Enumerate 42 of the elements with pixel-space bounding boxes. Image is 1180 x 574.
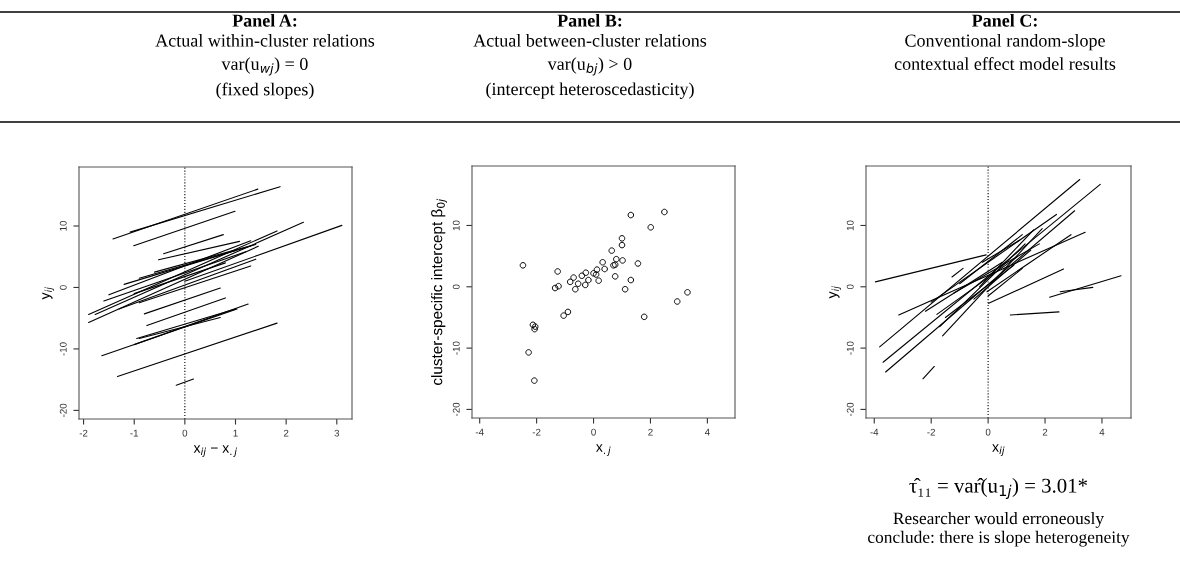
x-tick-label: -2: [927, 428, 936, 436]
x-tick-label: 2: [1042, 428, 1048, 436]
text: Researcher would erroneously conclude: there is slope heterogeneity: [868, 512, 1130, 547]
x-tick-label: -1: [130, 429, 139, 437]
x-tick-label: -4: [870, 428, 879, 436]
x-tick-label: -2: [532, 428, 541, 436]
chart-title: Panel C:: [971, 14, 1037, 27]
y-axis-title: y$_{ij}$: [42, 286, 54, 300]
y-tick-label: 0: [452, 284, 460, 290]
x-axis-title: x$_{ij}$ − x$_{.j}$: [193, 445, 237, 457]
chart-title: Panel A:: [232, 14, 297, 27]
y-tick-label: -20: [59, 403, 67, 417]
chart-subtitle: Conventional random-slope contextual effect model results: [894, 34, 1116, 70]
chart-title: Panel B:: [557, 14, 622, 27]
chart-subtitle: Actual within-cluster relations var(u$_{wj}$) = 0 (fixed slopes): [155, 34, 375, 100]
y-tick-label: 10: [846, 220, 854, 231]
x-tick-label: 1: [233, 429, 238, 437]
x-axis-title: x$_{ij}$: [992, 444, 1005, 456]
x-tick-label: -4: [475, 428, 484, 436]
y-tick-label: 0: [59, 285, 67, 290]
x-tick-label: 4: [1099, 428, 1105, 436]
x-tick-label: 0: [182, 429, 188, 437]
x-axis-title: x$_{.j}$: [596, 444, 611, 456]
y-axis-title: cluster-specific intercept β$_{0j}$: [431, 198, 447, 385]
y-tick-label: 10: [452, 220, 460, 231]
x-tick-label: 4: [704, 428, 710, 436]
x-tick-label: 2: [648, 428, 653, 436]
x-tick-label: 3: [334, 429, 340, 437]
chart-subtitle: Actual between-cluster relations var(u$_{bj}$) > 0 (intercept heteroscedasticity): [473, 34, 707, 99]
y-tick-label: -10: [452, 341, 460, 355]
x-tick-label: 2: [283, 429, 289, 437]
y-tick-label: -20: [452, 402, 460, 417]
y-tick-label: -10: [59, 342, 67, 356]
y-tick-label: 0: [846, 284, 854, 290]
y-axis-title: y$_{ij}$: [829, 285, 841, 299]
y-tick-label: -20: [846, 402, 854, 417]
x-tick-label: -2: [79, 429, 88, 437]
x-tick-label: 0: [591, 428, 596, 436]
y-tick-label: 10: [59, 220, 67, 231]
y-tick-label: -10: [846, 341, 854, 355]
x-tick-label: 0: [985, 428, 991, 436]
text: τ̂₁₁ = var̂(u$_{1j}$) = 3.01*: [909, 478, 1088, 499]
